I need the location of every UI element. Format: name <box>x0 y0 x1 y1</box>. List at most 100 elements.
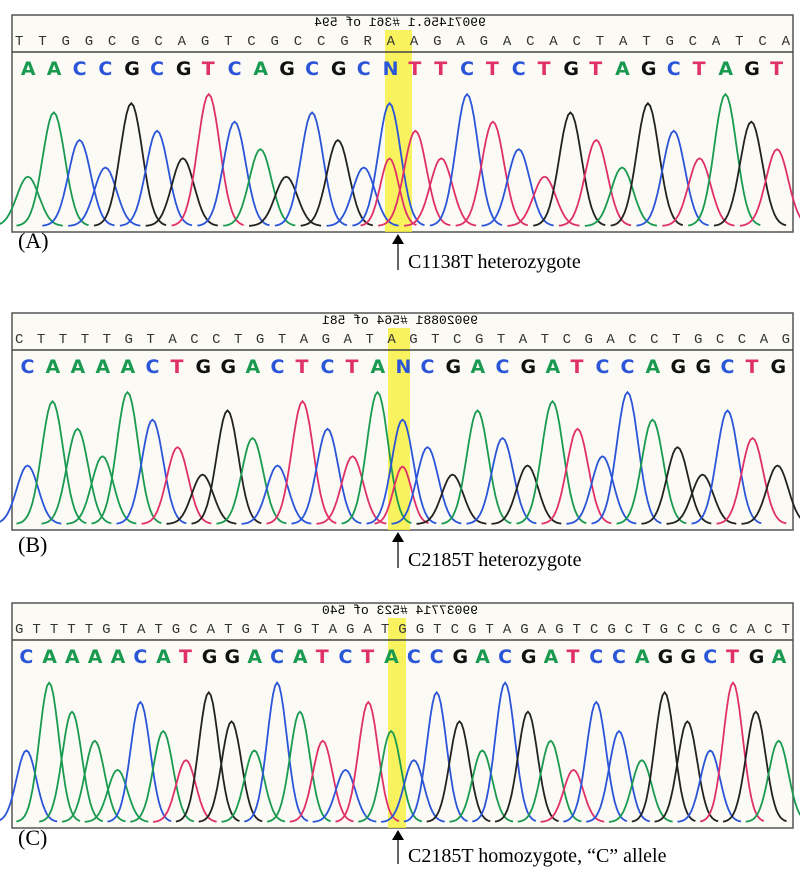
trace-peak <box>374 465 429 525</box>
trace-peak <box>84 768 149 823</box>
reference-sequence: G T T T T G T A T G C A T G A T G T A G … <box>15 622 790 638</box>
base-call: G <box>279 58 295 80</box>
base-call: C <box>150 58 164 80</box>
base-call: C <box>421 356 435 378</box>
trace-peak <box>119 129 193 227</box>
base-call: T <box>770 58 783 80</box>
trace-peak <box>249 175 322 227</box>
trace-peak <box>481 148 554 227</box>
trace-peak <box>0 464 62 525</box>
base-call: T <box>179 646 192 668</box>
base-call: C <box>703 646 717 668</box>
trace-peak <box>41 427 112 525</box>
base-call: T <box>316 646 329 668</box>
base-call: A <box>96 356 111 378</box>
base-call: A <box>635 646 650 668</box>
trace-peak <box>145 157 218 227</box>
base-call: T <box>538 58 551 80</box>
base-call: A <box>46 356 61 378</box>
trace-peak <box>244 681 309 823</box>
trace-peak <box>391 446 462 525</box>
trace-peak <box>491 464 562 525</box>
trace-header: 99071456.1 #361 of 594 <box>314 15 486 30</box>
base-call: C <box>146 356 160 378</box>
base-call: A <box>471 356 486 378</box>
trace-peak <box>716 436 787 525</box>
base-call: C <box>339 646 353 668</box>
base-call: G <box>671 356 687 378</box>
trace-peak <box>223 148 296 227</box>
trace-peak <box>312 768 377 823</box>
trace-peak <box>688 92 761 227</box>
base-call: C <box>357 58 371 80</box>
trace-peak <box>722 710 787 823</box>
trace-peak <box>403 690 468 823</box>
base-call: T <box>361 646 374 668</box>
trace-peak <box>16 111 89 227</box>
trace-peak <box>586 729 651 823</box>
trace-peak <box>16 399 87 525</box>
trace-peak <box>216 436 287 525</box>
base-call: T <box>408 58 421 80</box>
trace-peak <box>335 700 400 823</box>
base-call: A <box>65 646 80 668</box>
trace-peak <box>713 120 787 227</box>
trace-peak <box>360 157 417 227</box>
base-call: C <box>98 58 112 80</box>
base-call: T <box>486 58 499 80</box>
trace-header: 99037714 #523 of 540 <box>322 603 478 618</box>
trace-peak <box>677 749 742 823</box>
trace-peak <box>449 749 514 823</box>
trace-peak <box>39 710 104 823</box>
base-call: G <box>521 356 537 378</box>
trace-peak <box>472 681 537 823</box>
trace-peak <box>591 390 662 525</box>
base-call: C <box>589 646 603 668</box>
base-call: C <box>498 646 512 668</box>
base-call: C <box>271 356 285 378</box>
base-call: A <box>646 356 661 378</box>
base-call: G <box>124 58 140 80</box>
base-call: G <box>771 356 787 378</box>
base-call: C <box>228 58 242 80</box>
trace-peak <box>507 175 580 227</box>
trace-peak <box>66 455 137 525</box>
base-call: G <box>331 58 347 80</box>
base-call: C <box>305 58 319 80</box>
trace-peak <box>141 446 212 525</box>
trace-peak <box>608 759 673 823</box>
arrow-head <box>392 234 404 244</box>
trace-peak <box>533 111 606 227</box>
base-call: G <box>176 58 192 80</box>
base-call: A <box>718 58 733 80</box>
base-call: C <box>321 356 335 378</box>
base-call: C <box>512 58 526 80</box>
trace-peak <box>197 120 270 227</box>
base-call: G <box>196 356 212 378</box>
trace-peak <box>666 473 737 525</box>
base-call: G <box>446 356 462 378</box>
arrow-head <box>392 830 404 840</box>
trace-peak <box>466 436 537 525</box>
panel-label: (C) <box>18 825 47 850</box>
base-call: G <box>221 356 237 378</box>
base-call: C <box>460 58 474 80</box>
base-call: G <box>452 646 468 668</box>
base-call: T <box>726 646 739 668</box>
trace-peak <box>516 399 587 525</box>
trace-peak <box>403 157 477 227</box>
base-call: G <box>521 646 537 668</box>
reference-sequence: T T G G C G C A G T C G C C G R A A G A … <box>15 34 791 50</box>
base-call: C <box>496 356 510 378</box>
base-call: G <box>563 58 579 80</box>
base-call: G <box>680 646 696 668</box>
trace-peak <box>691 409 762 525</box>
trace-peak <box>274 111 348 227</box>
trace-peak <box>378 129 451 227</box>
base-call: C <box>596 356 610 378</box>
base-call: A <box>121 356 136 378</box>
base-call: A <box>371 356 386 378</box>
trace-peak <box>566 455 637 525</box>
